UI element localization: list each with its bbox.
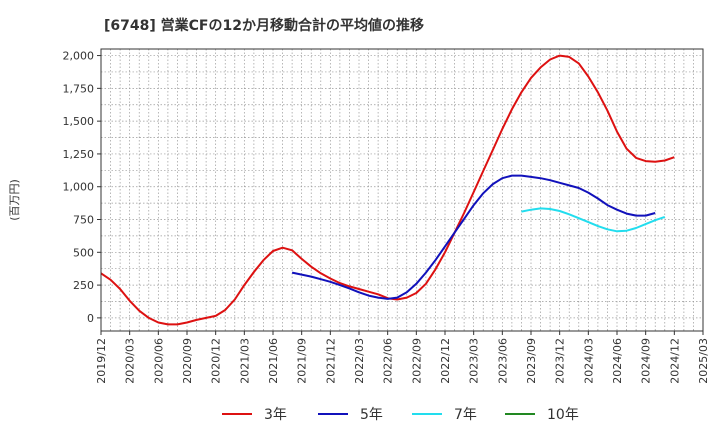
x-tick-label: 2021/12	[324, 338, 337, 384]
series-line-7年	[521, 207, 666, 233]
y-tick-label: 2,000	[63, 50, 95, 63]
legend-label: 7年	[454, 407, 477, 423]
x-tick-label: 2023/03	[468, 338, 481, 384]
x-tick-label: 2022/06	[382, 338, 395, 384]
x-tick-label: 2020/12	[210, 338, 223, 384]
legend-label: 5年	[360, 407, 383, 423]
series-line-5年	[291, 174, 656, 300]
y-axis-ticks: 0 250 500 750 1,000 1,250 1,500 1,750 2,000	[63, 50, 101, 325]
x-tick-label: 2021/06	[267, 338, 280, 384]
series-lines	[100, 54, 675, 326]
x-tick-label: 2023/12	[554, 338, 567, 384]
y-tick-label: 500	[73, 246, 94, 259]
y-tick-label: 1,500	[63, 115, 95, 128]
y-tick-label: 1,750	[63, 82, 95, 95]
x-tick-label: 2022/12	[439, 338, 452, 384]
x-tick-label: 2022/03	[353, 338, 366, 384]
x-tick-label: 2019/12	[95, 338, 108, 384]
y-axis-label: (百万円)	[8, 179, 21, 221]
legend: 3年 5年 7年 10年	[222, 407, 579, 423]
plot-frame	[100, 48, 704, 332]
legend-label: 10年	[547, 407, 579, 423]
x-tick-label: 2021/03	[238, 338, 251, 384]
legend-label: 3年	[264, 407, 287, 423]
x-tick-label: 2023/09	[525, 338, 538, 384]
x-tick-label: 2024/03	[582, 338, 595, 384]
x-tick-label: 2024/12	[668, 338, 681, 384]
grid	[101, 49, 703, 331]
y-tick-label: 750	[73, 214, 94, 227]
x-axis-ticks: 2019/12 2020/03 2020/06 2020/09 2020/12 2021/…	[95, 331, 710, 384]
x-tick-label: 2022/09	[410, 338, 423, 384]
x-tick-label: 2020/06	[152, 338, 165, 384]
y-tick-label: 1,000	[63, 181, 95, 194]
x-tick-label: 2021/09	[296, 338, 309, 384]
x-tick-label: 2020/03	[124, 338, 137, 384]
x-tick-label: 2024/06	[611, 338, 624, 384]
y-tick-label: 0	[87, 312, 94, 325]
x-tick-label: 2020/09	[181, 338, 194, 384]
x-tick-label: 2024/09	[640, 338, 653, 384]
chart-title: [6748] 営業CFの12か月移動合計の平均値の推移	[104, 17, 424, 34]
y-tick-label: 1,250	[63, 148, 95, 161]
x-tick-label: 2023/06	[496, 338, 509, 384]
y-tick-label: 250	[73, 279, 94, 292]
x-tick-label: 2025/03	[697, 338, 710, 384]
